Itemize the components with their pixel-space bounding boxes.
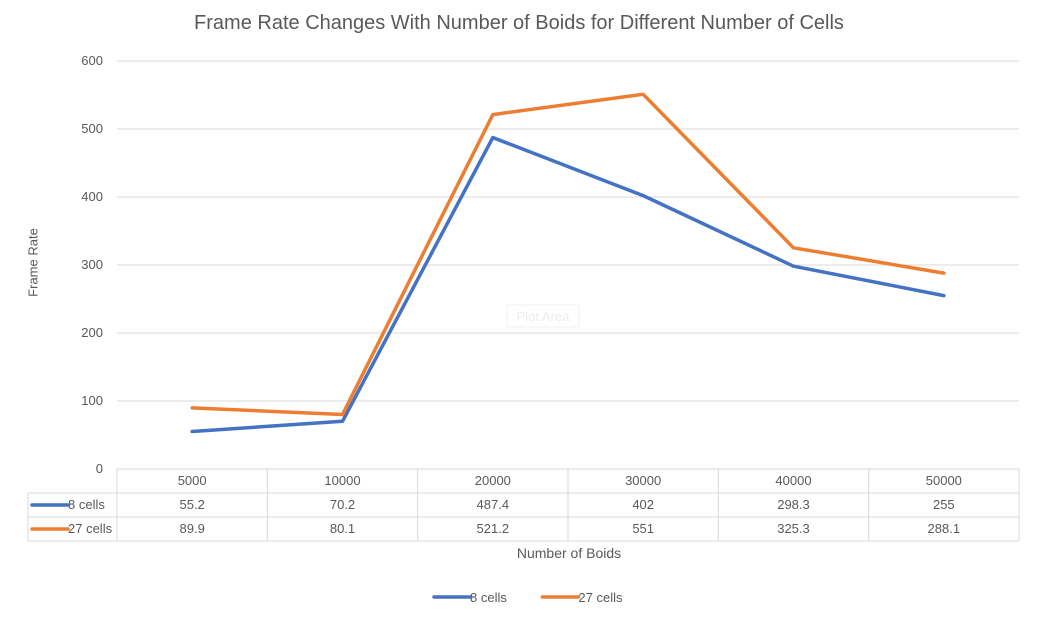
data-point	[943, 272, 945, 274]
table-value: 521.2	[477, 521, 510, 536]
table-value: 551	[632, 521, 654, 536]
y-tick-label: 600	[81, 53, 103, 68]
y-tick-label: 100	[81, 393, 103, 408]
data-point	[342, 414, 343, 416]
y-tick-label: 500	[81, 121, 103, 136]
data-point	[492, 137, 494, 139]
table-value: 255	[933, 497, 955, 512]
table-value: 288.1	[928, 521, 961, 536]
data-point	[492, 114, 494, 116]
table-series-name: 27 cells	[68, 521, 113, 536]
data-point	[342, 420, 343, 422]
data-point	[191, 407, 193, 409]
legend-label: 8 cells	[470, 590, 507, 605]
y-tick-label: 200	[81, 325, 103, 340]
x-tick-label: 5000	[178, 473, 207, 488]
legend-label: 27 cells	[578, 590, 623, 605]
table-value: 80.1	[330, 521, 355, 536]
data-point	[191, 430, 193, 432]
plot-area-box	[506, 304, 580, 328]
table-value: 402	[632, 497, 654, 512]
plot-area-label: Plot Area	[517, 309, 571, 324]
x-tick-label: 40000	[775, 473, 811, 488]
data-point	[793, 265, 794, 267]
x-tick-label: 50000	[926, 473, 962, 488]
table-value: 325.3	[777, 521, 810, 536]
y-tick-label: 0	[96, 461, 103, 476]
data-point	[642, 93, 644, 95]
series-line	[190, 135, 946, 434]
data-point	[642, 195, 644, 197]
x-tick-label: 30000	[625, 473, 661, 488]
x-tick-label: 20000	[475, 473, 511, 488]
series-line	[190, 92, 946, 417]
data-point	[943, 295, 945, 297]
table-value: 89.9	[180, 521, 205, 536]
table-value: 298.3	[777, 497, 810, 512]
table-value: 70.2	[330, 497, 355, 512]
x-tick-label: 10000	[324, 473, 360, 488]
table-value: 55.2	[180, 497, 205, 512]
chart-title: Frame Rate Changes With Number of Boids …	[194, 12, 844, 34]
y-tick-label: 300	[81, 257, 103, 272]
data-point	[793, 247, 794, 249]
table-series-name: 8 cells	[68, 497, 105, 512]
table-value: 487.4	[477, 497, 510, 512]
y-tick-label: 400	[81, 189, 103, 204]
x-axis-label: Number of Boids	[516, 545, 622, 561]
